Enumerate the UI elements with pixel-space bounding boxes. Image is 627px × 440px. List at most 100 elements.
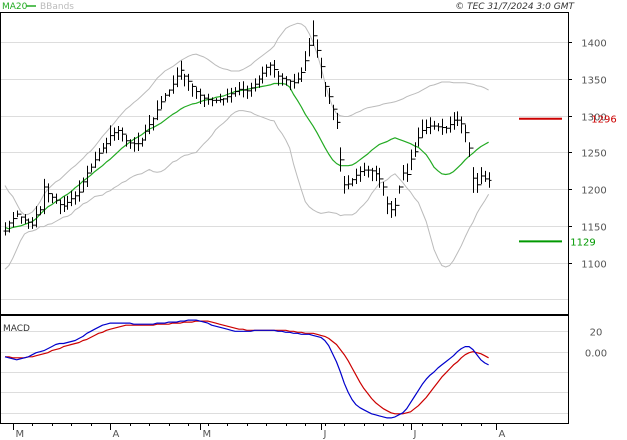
ohlc-bar [401, 164, 406, 188]
ohlc-bar [455, 111, 460, 127]
ohlc-bar [120, 127, 125, 142]
ohlc-bar [186, 73, 191, 91]
ohlc-bar [11, 211, 16, 228]
ohlc-bar [155, 100, 160, 121]
ohlc-bar [46, 183, 51, 203]
ohlc-bar [338, 121, 343, 172]
ohlc-bar [225, 88, 230, 103]
price-y-tick-label: 1350 [581, 76, 606, 87]
ohlc-bar [393, 198, 398, 217]
ohlc-bar [381, 178, 386, 196]
price-levels: 1296 1129 [519, 115, 617, 248]
ohlc-bar [233, 87, 238, 97]
ohlc-bars [3, 20, 492, 236]
ohlc-bar [175, 67, 180, 88]
ohlc-bar [272, 59, 277, 78]
macd-line [4, 319, 489, 419]
ohlc-bar [483, 170, 488, 182]
ohlc-bar [448, 116, 453, 133]
ohlc-bar [147, 115, 152, 135]
ohlc-bar [327, 85, 332, 105]
ohlc-bar [389, 200, 394, 218]
ohlc-bar [65, 195, 70, 210]
ohlc-bar [19, 213, 24, 224]
ohlc-bar [471, 147, 476, 193]
ohlc-bar [253, 78, 258, 92]
ohlc-bar [319, 49, 324, 79]
ohlc-bar [7, 220, 12, 233]
ohlc-bar [85, 165, 90, 187]
ohlc-bar [350, 178, 355, 187]
macd-panel-frame [0, 315, 569, 424]
ohlc-bar [292, 73, 297, 89]
ohlc-bar [366, 165, 371, 178]
ohlc-bar [397, 185, 402, 206]
ohlc-bar [264, 64, 269, 77]
macd-y-axis: 200.00 [585, 328, 607, 360]
ohlc-bar [210, 97, 215, 107]
ohlc-bar [315, 35, 320, 58]
ohlc-bar [385, 186, 390, 215]
ohlc-bar [245, 85, 250, 99]
ohlc-bar [354, 168, 359, 185]
ohlc-bar [58, 199, 63, 215]
ohlc-bar [167, 89, 172, 97]
ohlc-bar [237, 82, 242, 96]
ohlc-bar [190, 80, 195, 97]
ohlc-bar [276, 69, 281, 86]
ohlc-bar [463, 123, 468, 143]
ohlc-bar [30, 217, 35, 229]
ohlc-bar [104, 137, 109, 154]
x-axis-month-label: A [113, 429, 120, 440]
ohlc-bar [241, 81, 246, 98]
ohlc-bar [81, 177, 86, 193]
ohlc-bar [405, 163, 410, 182]
ohlc-bar [159, 95, 164, 111]
ohlc-bar [440, 118, 445, 135]
ohlc-bar [132, 137, 137, 152]
ohlc-bar [136, 132, 141, 152]
ohlc-bar [26, 218, 31, 229]
ohlc-bar [202, 94, 207, 107]
support-label: 1129 [570, 237, 595, 248]
ohlc-bar [34, 206, 39, 228]
ohlc-bar [260, 66, 265, 84]
ohlc-bar [108, 125, 113, 146]
legend-ma20: MA20 [2, 2, 28, 12]
ohlc-bar [307, 37, 312, 62]
ohlc-bar [303, 51, 308, 73]
ohlc-bar [358, 166, 363, 182]
price-y-tick-label: 1400 [581, 39, 606, 50]
x-axis-month-label: J [413, 429, 417, 440]
ohlc-bar [54, 193, 59, 204]
ohlc-bar [299, 67, 304, 83]
ohlc-bar [214, 98, 219, 104]
macd-y-tick-label: 0.00 [585, 349, 607, 360]
ohlc-bar [444, 126, 449, 134]
ohlc-bar [89, 163, 94, 174]
ohlc-bar [151, 117, 156, 131]
price-y-tick-label: 1250 [581, 149, 606, 160]
price-y-axis: 1100 1150 1200 1250 1300 1350 1400 [568, 39, 607, 271]
legend-bbands: BBands [40, 2, 74, 12]
ohlc-bar [112, 127, 117, 141]
ohlc-bar [69, 190, 74, 207]
ohlc-bar [73, 191, 78, 205]
ohlc-bar [362, 162, 367, 176]
ohlc-bar [487, 172, 492, 188]
ohlc-bar [436, 123, 441, 132]
ohlc-bar [97, 148, 102, 162]
price-y-tick-label: 1100 [581, 260, 606, 271]
resistance-label: 1296 [591, 115, 616, 126]
ohlc-bar [467, 132, 472, 157]
ohlc-bar [143, 124, 148, 141]
x-axis-month-label: A [499, 429, 506, 440]
bbands-lines [4, 22, 490, 270]
ohlc-bar [288, 79, 293, 91]
ohlc-bar [432, 120, 437, 130]
ohlc-bar [124, 133, 129, 147]
ohlc-bar [268, 62, 273, 76]
ohlc-bar [428, 117, 433, 135]
ohlc-bar [479, 167, 484, 186]
